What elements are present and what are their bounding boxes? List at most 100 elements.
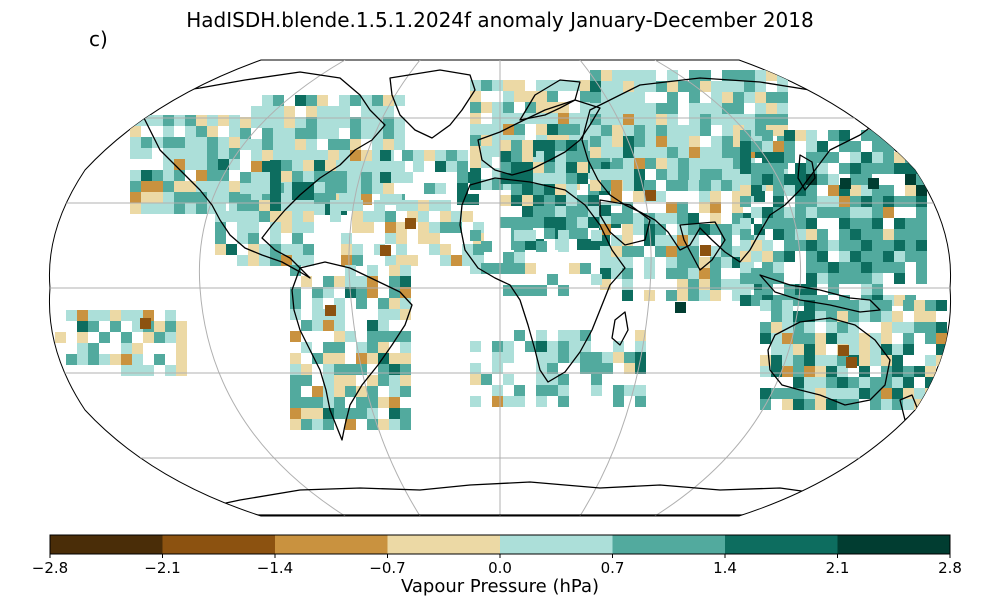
anomaly-cell (511, 162, 522, 173)
anomaly-cell (677, 290, 688, 301)
anomaly-cell (470, 396, 481, 407)
anomaly-cell (762, 163, 773, 174)
anomaly-cell (903, 322, 914, 333)
anomaly-cell (207, 192, 218, 203)
anomaly-cell (870, 377, 881, 388)
anomaly-cell (334, 331, 345, 342)
anomaly-cell (301, 320, 312, 331)
anomaly-cell (633, 246, 644, 257)
anomaly-cell (828, 284, 839, 295)
anomaly-cell (635, 341, 646, 352)
anomaly-cell (334, 353, 345, 364)
anomaly-cell (925, 377, 936, 388)
coast-scandinavia (519, 79, 581, 121)
anomaly-cell (323, 408, 334, 419)
anomaly-cell (905, 229, 916, 240)
anomaly-cell (378, 375, 389, 386)
anomaly-cell (248, 222, 259, 233)
anomaly-cell (367, 353, 378, 364)
anomaly-cell (590, 180, 601, 191)
anomaly-cell (936, 300, 947, 311)
anomaly-cell (881, 300, 892, 311)
anomaly-cell (784, 251, 795, 262)
anomaly-cell (892, 311, 903, 322)
anomaly-cell (284, 106, 295, 117)
anomaly-cell (936, 388, 947, 399)
anomaly-cell (892, 377, 903, 388)
anomaly-cell (591, 374, 602, 385)
anomaly-cell (88, 354, 99, 365)
anomaly-cell (350, 161, 361, 172)
anomaly-cell (793, 399, 804, 410)
anomaly-cell (196, 192, 207, 203)
anomaly-cell (861, 240, 872, 251)
anomaly-cell (405, 218, 416, 229)
anomaly-cell (361, 117, 372, 128)
anomaly-cell (350, 95, 361, 106)
anomaly-cell (916, 262, 927, 273)
anomaly-cell (635, 330, 646, 341)
anomaly-cell (514, 285, 525, 296)
anomaly-cell (804, 377, 815, 388)
anomaly-cell (590, 147, 601, 158)
anomaly-cell (303, 193, 314, 204)
anomaly-cell (218, 148, 229, 159)
coast-india (679, 221, 726, 271)
anomaly-cell (525, 230, 536, 241)
anomaly-cell (262, 117, 273, 128)
anomaly-cell (174, 203, 185, 214)
colorbar-bin (387, 535, 501, 554)
anomaly-cell (566, 206, 577, 217)
anomaly-cell (667, 103, 678, 114)
anomaly-cell (826, 399, 837, 410)
anomaly-cell (700, 114, 711, 125)
anomaly-cell (451, 211, 462, 222)
anomaly-cell (666, 180, 677, 191)
anomaly-cell (481, 263, 492, 274)
anomaly-cell (689, 92, 700, 103)
anomaly-cell (839, 141, 850, 152)
anomaly-cell (470, 102, 481, 113)
anomaly-cell (237, 211, 248, 222)
anomaly-cell (635, 385, 646, 396)
anomaly-cell (817, 207, 828, 218)
anomaly-cell (817, 240, 828, 251)
anomaly-cell (380, 172, 391, 183)
anomaly-cell (389, 419, 400, 430)
anomaly-cell (424, 150, 435, 161)
anomaly-cell (391, 172, 402, 183)
anomaly-cell (771, 322, 782, 333)
anomaly-cell (130, 137, 141, 148)
anomaly-cell (828, 240, 839, 251)
anomaly-cell (99, 354, 110, 365)
anomaly-cell (503, 102, 514, 113)
anomaly-cell (784, 218, 795, 229)
anomaly-cell (323, 276, 334, 287)
anomaly-cell (270, 200, 281, 211)
anomaly-cell (740, 174, 751, 185)
anomaly-cell (248, 200, 259, 211)
anomaly-cell (229, 115, 240, 126)
anomaly-cell (536, 341, 547, 352)
anomaly-cell (248, 255, 259, 266)
coast-africa (459, 177, 626, 383)
anomaly-cell (580, 91, 591, 102)
anomaly-cell (700, 125, 711, 136)
anomaly-cell (292, 255, 303, 266)
anomaly-cell (251, 106, 262, 117)
anomaly-cell (762, 251, 773, 262)
anomaly-cell (457, 172, 468, 183)
anomaly-cell (580, 352, 591, 363)
anomaly-cell (558, 352, 569, 363)
anomaly-cell (850, 174, 861, 185)
anomaly-cell (566, 217, 577, 228)
anomaly-cell (555, 151, 566, 162)
anomaly-cell (396, 222, 407, 233)
anomaly-cell (514, 91, 525, 102)
anomaly-cell (817, 229, 828, 240)
anomaly-cell (281, 255, 292, 266)
anomaly-cell (624, 385, 635, 396)
anomaly-cell (470, 263, 481, 274)
anomaly-cell (861, 207, 872, 218)
anomaly-cell (773, 152, 784, 163)
